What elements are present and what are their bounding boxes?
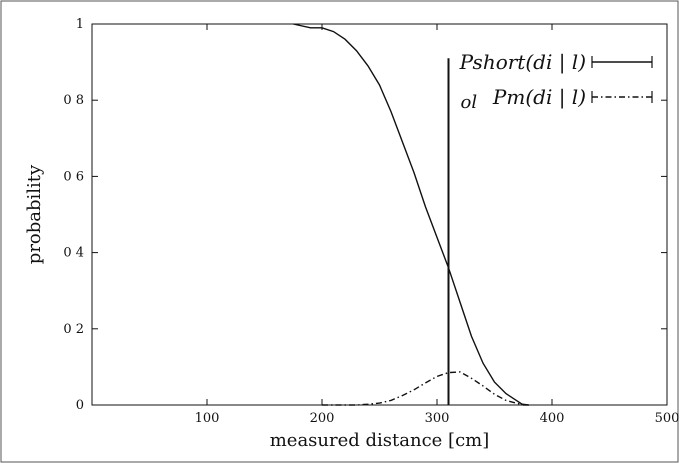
legend-label: Pshort(di | l) <box>459 50 586 75</box>
y-tick-label: 0 <box>76 398 84 413</box>
plot-frame <box>91 23 668 406</box>
y-axis-title: probability <box>24 164 45 264</box>
x-tick-label: 500 <box>655 411 680 426</box>
x-tick-label: 300 <box>425 411 450 426</box>
y-tick-label: 0 2 <box>63 322 84 337</box>
legend-label: Pm(di | l) <box>492 85 586 110</box>
legend: Pshort(di | l) Pm(di | l) <box>459 50 653 110</box>
y-tick-label: 0 6 <box>63 169 84 184</box>
series-line <box>293 23 529 406</box>
y-tick-label: 0 8 <box>63 93 84 108</box>
obstacle-label: ol <box>461 92 478 113</box>
x-tick-label: 200 <box>310 411 335 426</box>
x-tick-label: 400 <box>540 411 565 426</box>
y-tick-label: 1 <box>76 17 84 32</box>
axis-ticks: 100 200 300 400 500 0 0 2 0 4 0 6 0 8 1 <box>63 17 679 426</box>
series-group <box>293 23 530 406</box>
series-line <box>322 371 530 406</box>
x-tick-label: 100 <box>195 411 220 426</box>
y-tick-label: 0 4 <box>63 246 84 261</box>
annotations: ol <box>447 58 478 405</box>
x-axis-title: measured distance [cm] <box>270 430 490 451</box>
